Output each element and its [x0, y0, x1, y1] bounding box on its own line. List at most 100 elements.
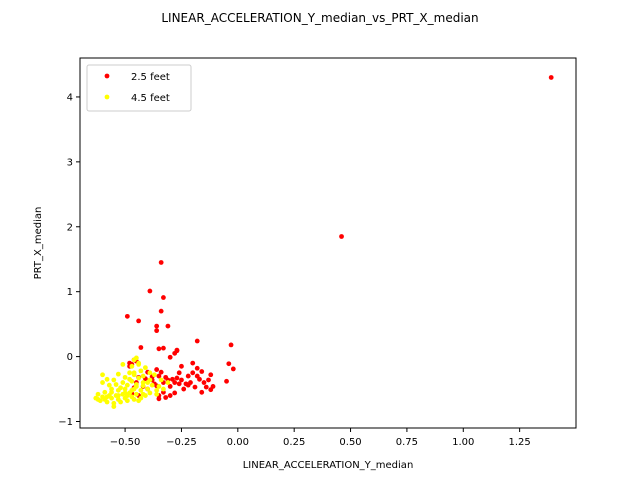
x-tick-label: −0.50	[110, 437, 141, 448]
data-point	[548, 75, 554, 80]
data-point	[109, 395, 114, 401]
data-point	[158, 369, 164, 375]
data-point	[230, 366, 236, 372]
data-point	[339, 234, 344, 239]
series-0	[124, 75, 554, 402]
x-axis-label: LINEAR_ACCELERATION_Y_median	[243, 460, 414, 471]
axes-frame	[79, 57, 577, 429]
data-point	[208, 387, 214, 393]
data-point	[115, 371, 121, 377]
legend-box	[86, 64, 192, 112]
data-point	[163, 395, 169, 400]
data-point	[149, 382, 155, 388]
data-point	[176, 370, 182, 376]
data-point	[129, 387, 135, 393]
data-point	[156, 373, 162, 379]
data-point	[147, 288, 153, 294]
data-point	[154, 391, 160, 397]
data-point	[104, 376, 110, 382]
plot-area	[93, 75, 554, 409]
data-point	[124, 382, 130, 388]
x-tick-label: 0.25	[283, 437, 305, 448]
series-1	[93, 355, 171, 409]
data-point	[167, 393, 173, 398]
data-point	[138, 345, 144, 350]
legend-label-2-5-feet: 2.5 feet	[131, 72, 170, 83]
data-point	[118, 399, 123, 405]
data-point	[190, 370, 196, 376]
data-point	[111, 404, 117, 409]
data-point	[203, 384, 209, 390]
data-point	[185, 373, 191, 379]
data-point	[124, 313, 130, 319]
data-point	[190, 360, 196, 366]
data-point	[165, 380, 171, 385]
data-point	[113, 382, 119, 387]
x-tick-label: 0.50	[339, 437, 361, 448]
data-point	[228, 342, 234, 348]
data-point	[106, 382, 112, 388]
x-axis: −0.50 −0.25 0.00 0.25 0.50 0.75 1.00 1.25	[110, 428, 531, 448]
data-point	[147, 370, 153, 376]
data-point	[152, 372, 157, 378]
data-point	[122, 386, 128, 392]
data-point	[179, 377, 184, 383]
legend-marker-2-5-feet	[104, 73, 110, 79]
legend-marker-4-5-feet	[104, 94, 110, 100]
data-point	[124, 393, 130, 398]
data-point	[158, 260, 164, 265]
data-point	[156, 396, 162, 402]
data-point	[183, 381, 189, 387]
data-point	[161, 386, 166, 392]
data-point	[167, 384, 173, 389]
data-point	[115, 393, 121, 398]
data-point	[158, 308, 164, 314]
x-tick-label: −0.25	[166, 437, 197, 448]
data-point	[131, 370, 137, 376]
data-point	[109, 386, 114, 392]
data-point	[140, 380, 146, 385]
data-point	[179, 363, 184, 369]
data-point	[100, 372, 105, 378]
data-point	[167, 354, 173, 360]
data-point	[136, 318, 142, 324]
data-point	[147, 390, 153, 396]
x-tick-label: 1.00	[452, 437, 474, 448]
data-point	[176, 381, 182, 387]
data-point	[197, 376, 202, 382]
chart-title: LINEAR_ACCELERATION_Y_median_vs_PRT_X_me…	[161, 11, 478, 25]
data-point	[140, 373, 146, 379]
y-tick-label: 1	[67, 287, 73, 298]
data-point	[127, 370, 132, 376]
data-point	[192, 384, 198, 390]
data-point	[156, 384, 162, 389]
data-point	[194, 338, 200, 344]
data-point	[199, 369, 205, 374]
data-point	[172, 390, 178, 396]
data-point	[174, 375, 180, 381]
data-point	[133, 391, 139, 397]
data-point	[136, 398, 142, 404]
data-point	[172, 380, 178, 385]
data-point	[154, 367, 160, 372]
data-point	[102, 389, 108, 395]
data-point	[194, 365, 200, 371]
data-point	[226, 361, 232, 367]
x-tick-label: 0.75	[396, 437, 418, 448]
data-point	[97, 398, 103, 404]
data-point	[138, 387, 144, 393]
data-point	[145, 380, 151, 385]
data-point	[133, 384, 139, 389]
y-tick-label: 0	[67, 352, 73, 363]
data-point	[201, 380, 207, 385]
data-point	[188, 380, 193, 385]
data-point	[138, 368, 144, 374]
data-point	[100, 380, 105, 385]
data-point	[120, 361, 126, 367]
data-point	[154, 323, 160, 329]
data-point	[120, 380, 126, 385]
data-point	[104, 394, 110, 400]
data-point	[154, 328, 160, 334]
x-tick-label: 1.25	[509, 437, 531, 448]
data-point	[129, 363, 135, 369]
